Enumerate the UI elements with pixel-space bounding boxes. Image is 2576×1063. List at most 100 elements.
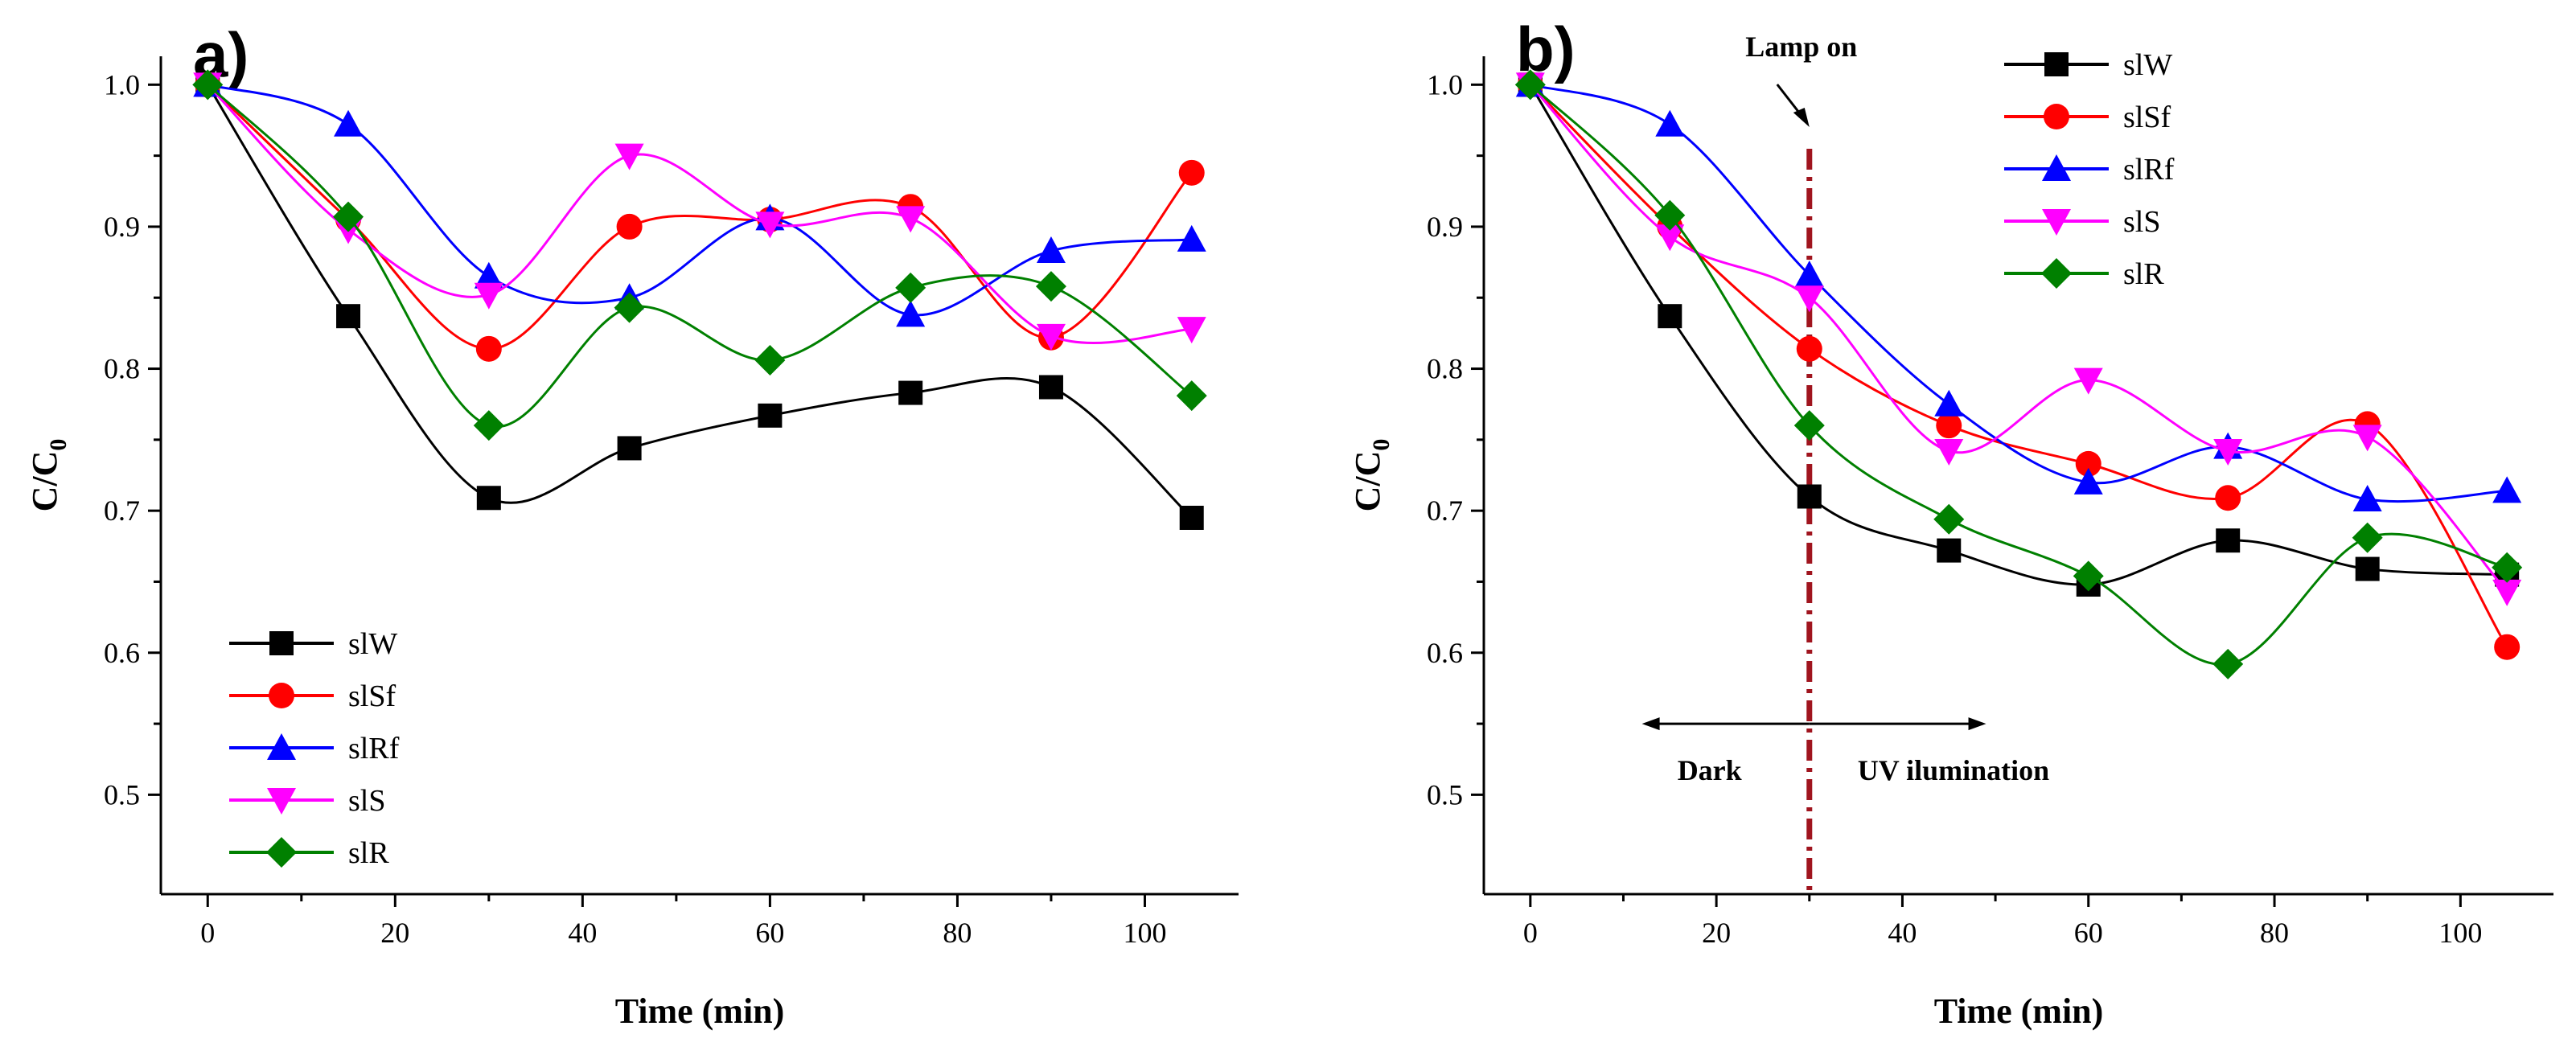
data-point-slS: [1177, 317, 1206, 344]
legend-marker-slS: [267, 788, 296, 815]
series-line-slS: [207, 84, 1192, 344]
lamp-on-arrowhead: [1793, 108, 1810, 127]
legend-label-slR: slR: [2123, 257, 2164, 291]
legend-label-slW: slW: [2123, 48, 2172, 82]
data-point-slRf: [334, 109, 364, 137]
data-point-slR: [192, 69, 224, 101]
legend-marker-slRf: [2042, 154, 2071, 181]
x-axis-title: Time (min): [615, 991, 785, 1031]
legend-marker-slSf: [2044, 104, 2069, 129]
x-tick-label: 20: [1702, 917, 1731, 949]
y-tick-label: 0.5: [104, 778, 140, 811]
x-tick-label: 0: [200, 917, 215, 949]
data-point-slSf: [1796, 335, 1822, 362]
legend-label-slW: slW: [348, 627, 397, 661]
data-point-slRf: [1177, 224, 1206, 252]
x-axis-title: Time (min): [1934, 991, 2104, 1031]
data-point-slW: [617, 436, 642, 461]
legend-marker-slR: [2041, 258, 2072, 289]
data-point-slS: [2492, 579, 2522, 606]
data-point-slS: [896, 206, 926, 233]
data-point-slRf: [474, 261, 503, 289]
y-tick-label: 0.7: [104, 495, 140, 527]
y-tick-label: 1.0: [1427, 68, 1463, 101]
x-tick-label: 40: [568, 917, 597, 949]
y-axis-title: C/C0: [25, 439, 72, 512]
data-point-slRf: [2073, 467, 2103, 495]
data-point-slW: [758, 403, 783, 428]
data-point-slSf: [616, 213, 643, 240]
data-point-slRf: [2492, 476, 2522, 503]
data-point-slS: [2073, 367, 2103, 395]
legend: slW slSf slRf slS slR: [229, 627, 400, 870]
x-tick-label: 80: [2260, 917, 2289, 949]
x-tick-label: 60: [2074, 917, 2103, 949]
legend-marker-slW: [269, 631, 294, 655]
data-point-slS: [2213, 438, 2243, 466]
data-point-slRf: [1934, 389, 1964, 417]
data-point-slSf: [2494, 634, 2521, 660]
x-tick-label: 20: [380, 917, 409, 949]
data-point-slW: [2216, 528, 2241, 553]
data-point-slR: [1514, 69, 1546, 101]
data-point-slSf: [2215, 485, 2241, 511]
x-tick-label: 60: [755, 917, 784, 949]
data-point-slRf: [1794, 260, 1824, 287]
data-point-slS: [755, 211, 785, 239]
lamp-on-label: Lamp on: [1745, 31, 1857, 63]
legend-marker-slSf: [269, 683, 294, 708]
x-tick-label: 80: [943, 917, 972, 949]
legend-marker-slR: [266, 837, 297, 868]
y-tick-label: 0.6: [1427, 637, 1463, 669]
legend-marker-slRf: [267, 733, 296, 760]
uv-arrowhead: [1968, 717, 1986, 731]
data-point-slS: [1934, 438, 1964, 466]
dark-label: Dark: [1678, 754, 1742, 786]
data-point-slRf: [896, 300, 926, 327]
data-point-slSf: [1936, 412, 1962, 439]
y-tick-label: 0.5: [1427, 778, 1463, 811]
x-tick-label: 100: [1123, 917, 1166, 949]
data-point-slW: [1658, 304, 1682, 329]
data-point-slR: [754, 344, 786, 376]
legend-label-slSf: slSf: [2123, 101, 2171, 134]
x-tick-label: 100: [2438, 917, 2482, 949]
data-point-slR: [1654, 199, 1686, 231]
data-point-slR: [2352, 522, 2383, 553]
data-point-slS: [614, 143, 644, 170]
data-point-slS: [1794, 285, 1824, 313]
data-point-slR: [614, 292, 645, 323]
data-point-slW: [898, 380, 923, 405]
dark-arrowhead: [1641, 717, 1660, 731]
series-line-slR: [1529, 84, 2508, 666]
series-line-slRf: [1530, 83, 2508, 503]
series-line-slRf: [207, 83, 1192, 317]
data-point-slR: [2212, 648, 2244, 679]
legend-marker-slS: [2042, 209, 2071, 236]
legend-label-slRf: slRf: [348, 732, 400, 765]
data-point-slR: [1933, 503, 1965, 535]
legend-label-slS: slS: [2123, 205, 2160, 239]
chart-panel-a: 0 20 40 60 80 100 0.5 0.6 0.7 0.8 0.9 1.0 Time (min)…: [25, 19, 1239, 1031]
chart-panel-b: 0 20 40 60 80 100 0.5 0.6 0.7 0.8 0.9 1.0 Time (min)…: [1348, 14, 2553, 1031]
data-point-slRf: [2352, 485, 2382, 512]
data-point-slSf: [2075, 450, 2101, 477]
data-point-slW: [2355, 556, 2380, 581]
data-point-slR: [1176, 380, 1207, 412]
data-point-slR: [1793, 410, 1825, 441]
y-tick-label: 0.8: [1427, 353, 1463, 385]
data-point-slR: [2073, 560, 2104, 592]
data-point-slS: [1036, 323, 1066, 351]
data-point-slR: [2492, 552, 2523, 583]
data-point-slSf: [1178, 159, 1205, 186]
data-point-slW: [336, 304, 361, 329]
data-point-slS: [1655, 224, 1685, 252]
data-point-slR: [473, 410, 504, 441]
data-point-slRf: [1036, 236, 1066, 263]
y-tick-label: 0.8: [104, 353, 140, 385]
legend-label-slRf: slRf: [2123, 153, 2175, 187]
data-point-slS: [2352, 425, 2382, 452]
data-point-slSf: [475, 335, 502, 362]
